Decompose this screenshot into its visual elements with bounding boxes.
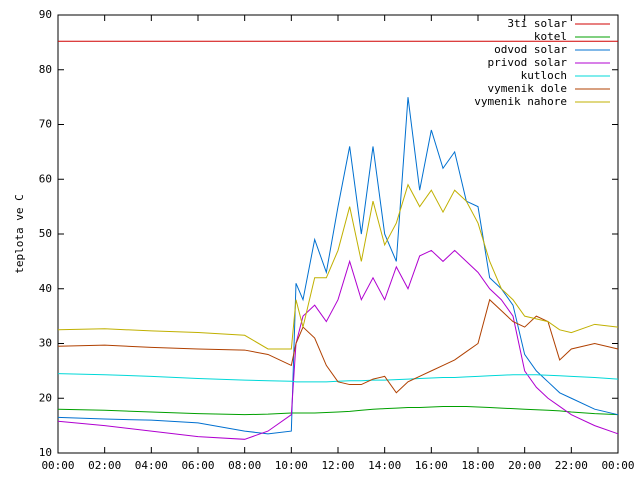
y-tick-label: 30 [39, 337, 52, 350]
legend-label: kutloch [521, 69, 567, 82]
x-tick-label: 14:00 [368, 459, 401, 472]
y-tick-label: 40 [39, 282, 52, 295]
series-line [57, 249, 619, 440]
y-tick-label: 20 [39, 391, 52, 404]
x-tick-label: 06:00 [181, 459, 214, 472]
x-tick-label: 20:00 [508, 459, 541, 472]
series-line [57, 405, 619, 416]
y-tick-label: 50 [39, 227, 52, 240]
x-tick-label: 18:00 [461, 459, 494, 472]
x-tick-label: 00:00 [601, 459, 634, 472]
y-tick-label: 10 [39, 446, 52, 459]
series-line [57, 97, 619, 435]
legend-label: odvod solar [494, 43, 567, 56]
x-tick-label: 22:00 [555, 459, 588, 472]
legend-label: vymenik dole [488, 82, 567, 95]
y-tick-label: 60 [39, 172, 52, 185]
x-tick-label: 04:00 [135, 459, 168, 472]
series-line [57, 298, 619, 394]
y-tick-label: 80 [39, 63, 52, 76]
x-tick-label: 12:00 [321, 459, 354, 472]
legend-label: privod solar [488, 56, 568, 69]
x-tick-label: 02:00 [88, 459, 121, 472]
series-line [57, 183, 619, 350]
series-line [57, 373, 619, 383]
y-axis-label: teplota ve C [13, 194, 26, 273]
x-tick-label: 10:00 [275, 459, 308, 472]
x-tick-label: 16:00 [415, 459, 448, 472]
x-tick-label: 08:00 [228, 459, 261, 472]
y-tick-label: 90 [39, 8, 52, 21]
y-tick-label: 70 [39, 118, 52, 131]
x-tick-label: 00:00 [41, 459, 74, 472]
legend-label: kotel [534, 30, 567, 43]
legend-label: 3ti solar [507, 17, 567, 30]
legend-label: vymenik nahore [474, 95, 567, 108]
